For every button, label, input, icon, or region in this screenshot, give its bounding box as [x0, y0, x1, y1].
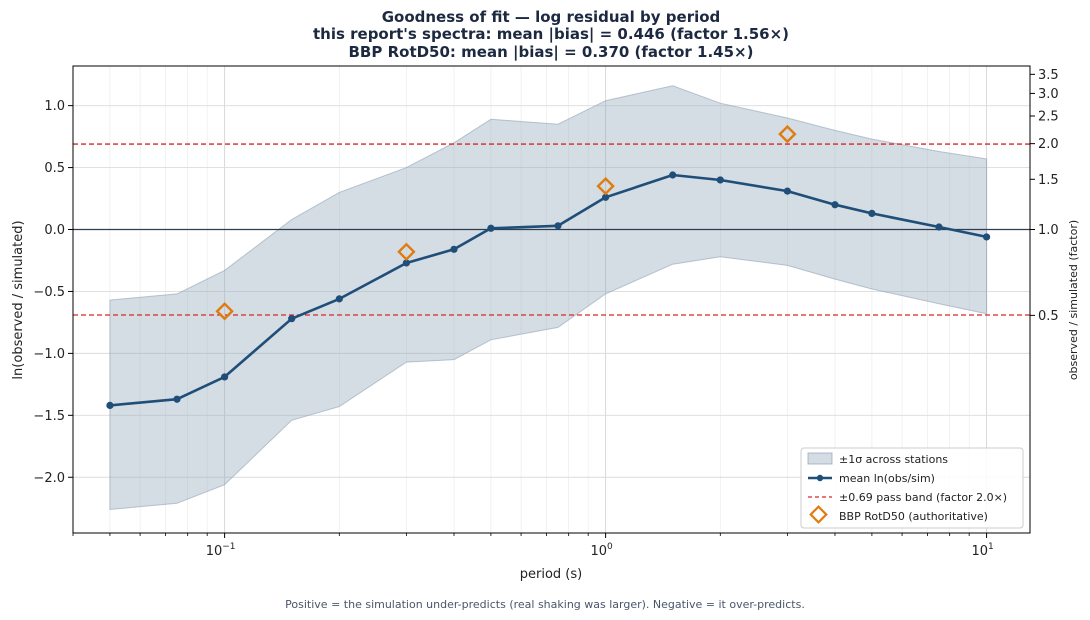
- right-tick-label: 3.5: [1038, 68, 1059, 83]
- bbp-marker: [778, 124, 797, 144]
- title-line-2: this report's spectra: mean |bias| = 0.4…: [313, 25, 789, 44]
- right-tick-label: 2.0: [1038, 137, 1059, 152]
- y-tick-label: −1.5: [33, 409, 65, 424]
- sigma-band-layer: [109, 85, 988, 511]
- legend-bbp-label: BBP RotD50 (authoritative): [839, 510, 988, 523]
- plot-frame: [72, 65, 1031, 534]
- legend-bbp-marker: [809, 505, 828, 524]
- x-tick-label: 101: [971, 542, 993, 559]
- legend-mean-label: mean ln(obs/sim): [839, 472, 935, 485]
- mean-series-point: [335, 295, 343, 303]
- right-axis-label: observed / simulated (factor): [1067, 220, 1080, 380]
- y-tick-label: −0.5: [33, 285, 65, 300]
- right-tick-label: 2.5: [1038, 110, 1059, 125]
- x-axis-label: period (s): [520, 567, 582, 582]
- right-tick-label: 3.0: [1038, 87, 1059, 102]
- mean-series-point: [783, 187, 791, 195]
- mean-series-point: [106, 401, 114, 410]
- mean-series-point: [868, 209, 876, 218]
- mean-series-point: [450, 245, 458, 253]
- bbp-marker: [397, 242, 416, 262]
- x-axis-ticks: 10−1 100 101: [72, 533, 994, 559]
- y-tick-label: −2.0: [33, 471, 65, 486]
- legend-mean-marker: [816, 474, 824, 482]
- mean-series-point: [716, 176, 724, 184]
- legend-band-label: ±1σ across stations: [839, 453, 948, 466]
- bbp-marker: [215, 302, 234, 321]
- mean-series-point: [173, 395, 181, 403]
- sigma-band: [109, 85, 988, 511]
- x-tick-label: 100: [590, 542, 613, 559]
- reference-lines: [73, 143, 1030, 316]
- mean-series-point: [554, 222, 562, 230]
- right-tick-label: 1.0: [1038, 223, 1059, 238]
- right-tick-label: 1.5: [1038, 173, 1059, 188]
- legend: ±1σ across stations mean ln(obs/sim) ±0.…: [800, 447, 1024, 529]
- footnote: Positive = the simulation under-predicts…: [285, 598, 805, 611]
- x-tick-label: 10−1: [206, 542, 236, 559]
- chart-title: Goodness of fit — log residual by period…: [313, 8, 789, 62]
- x-tick-exponent: 1: [988, 542, 994, 552]
- mean-series-point: [601, 193, 610, 201]
- y-axis-ticks: 1.0 0.5 0.0 −0.5 −1.0 −1.5 −2.0: [33, 99, 73, 486]
- bbp-marker-layer: [215, 124, 797, 321]
- title-line-3: BBP RotD50: mean |bias| = 0.370 (factor …: [349, 43, 754, 62]
- mean-series-point: [402, 259, 410, 267]
- mean-series-point: [487, 224, 495, 232]
- y-tick-label: −1.0: [33, 347, 65, 362]
- legend-box: [800, 447, 1024, 529]
- x-tick-exponent: 0: [607, 542, 613, 552]
- y-tick-label: 0.0: [44, 223, 65, 238]
- legend-band-swatch: [807, 452, 833, 465]
- mean-series-point: [288, 315, 296, 323]
- right-tick-label: 0.5: [1038, 309, 1059, 324]
- series-layer: [106, 171, 991, 410]
- mean-series-point: [669, 171, 677, 179]
- x-tick-exponent: −1: [222, 542, 235, 552]
- title-line-1: Goodness of fit — log residual by period: [382, 8, 721, 26]
- mean-series-point: [982, 233, 991, 241]
- y-tick-label: 1.0: [44, 99, 65, 114]
- legend-pass-band-label: ±0.69 pass band (factor 2.0×): [839, 491, 1007, 504]
- y-axis-label: ln(observed / simulated): [11, 220, 26, 379]
- right-axis-ticks: 3.5 3.0 2.5 2.0 1.5 1.0 0.5: [1030, 68, 1059, 324]
- mean-series-point: [221, 373, 229, 381]
- bbp-marker: [596, 176, 615, 196]
- mean-series-point: [935, 223, 943, 231]
- mean-series-point: [831, 201, 839, 209]
- y-tick-label: 0.5: [44, 161, 65, 176]
